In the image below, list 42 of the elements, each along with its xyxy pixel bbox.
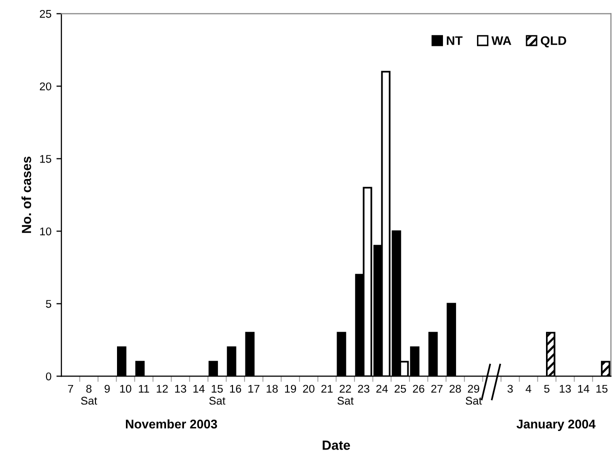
y-tick-label: 15 [40, 155, 52, 163]
x-tick-label: 9 [104, 384, 110, 393]
x-tick-label: 19 [285, 384, 296, 393]
legend-label: NT [446, 36, 463, 45]
x-tick-label: 20 [303, 384, 314, 393]
text: January 2004 [516, 420, 596, 431]
x-tick-label: 13 [560, 384, 571, 393]
x-tick-label: 22 Sat [337, 384, 354, 405]
x-tick-label: 25 [394, 384, 406, 393]
x-tick-label: 15 [596, 384, 608, 393]
y-axis-title: No. of cases [21, 156, 32, 233]
x-tick-label: 8 Sat [81, 384, 98, 405]
legend-label: WA [491, 36, 512, 45]
x-tick-label: 27 [431, 384, 443, 393]
x-tick-label: 29 Sat [466, 384, 482, 405]
x-tick-label: 5 [544, 384, 550, 393]
x-tick-label: 21 [321, 384, 333, 393]
x-tick-label: 28 [450, 384, 461, 393]
x-tick-label: 13 [175, 384, 186, 393]
x-tick-label: 16 [230, 384, 242, 393]
text: November 2003 [126, 419, 218, 429]
x-tick-label: 14 [578, 384, 590, 393]
y-tick-label: 0 [46, 372, 52, 380]
x-tick-label: 11 [138, 384, 150, 393]
x-tick-label: 26 [412, 384, 424, 393]
x-tick-label: 12 [156, 384, 168, 393]
y-tick-label: 10 [40, 227, 52, 236]
x-tick-label: 3 [508, 384, 513, 393]
y-tick-label: 5 [46, 300, 52, 308]
x-tick-label: 10 [120, 384, 132, 393]
x-tick-label: 17 [248, 384, 260, 393]
x-tick-label: 7 [68, 384, 74, 393]
legend-label: QLD [540, 36, 566, 48]
y-tick-label: 20 [40, 82, 52, 90]
x-tick-label: 23 [358, 384, 370, 393]
y-tick-label: 25 [40, 10, 52, 18]
x-tick-label: 15 Sat [209, 384, 226, 405]
x-tick-label: 14 [193, 384, 205, 393]
x-axis-title: Date [322, 440, 350, 450]
x-tick-label: 24 [376, 384, 388, 393]
x-tick-label: 4 [526, 384, 532, 393]
x-tick-label: 18 [266, 384, 278, 393]
